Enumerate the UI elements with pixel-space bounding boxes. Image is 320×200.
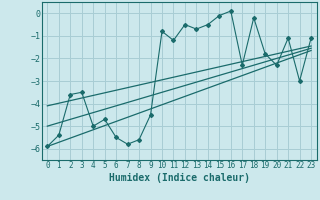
X-axis label: Humidex (Indice chaleur): Humidex (Indice chaleur) bbox=[109, 173, 250, 183]
